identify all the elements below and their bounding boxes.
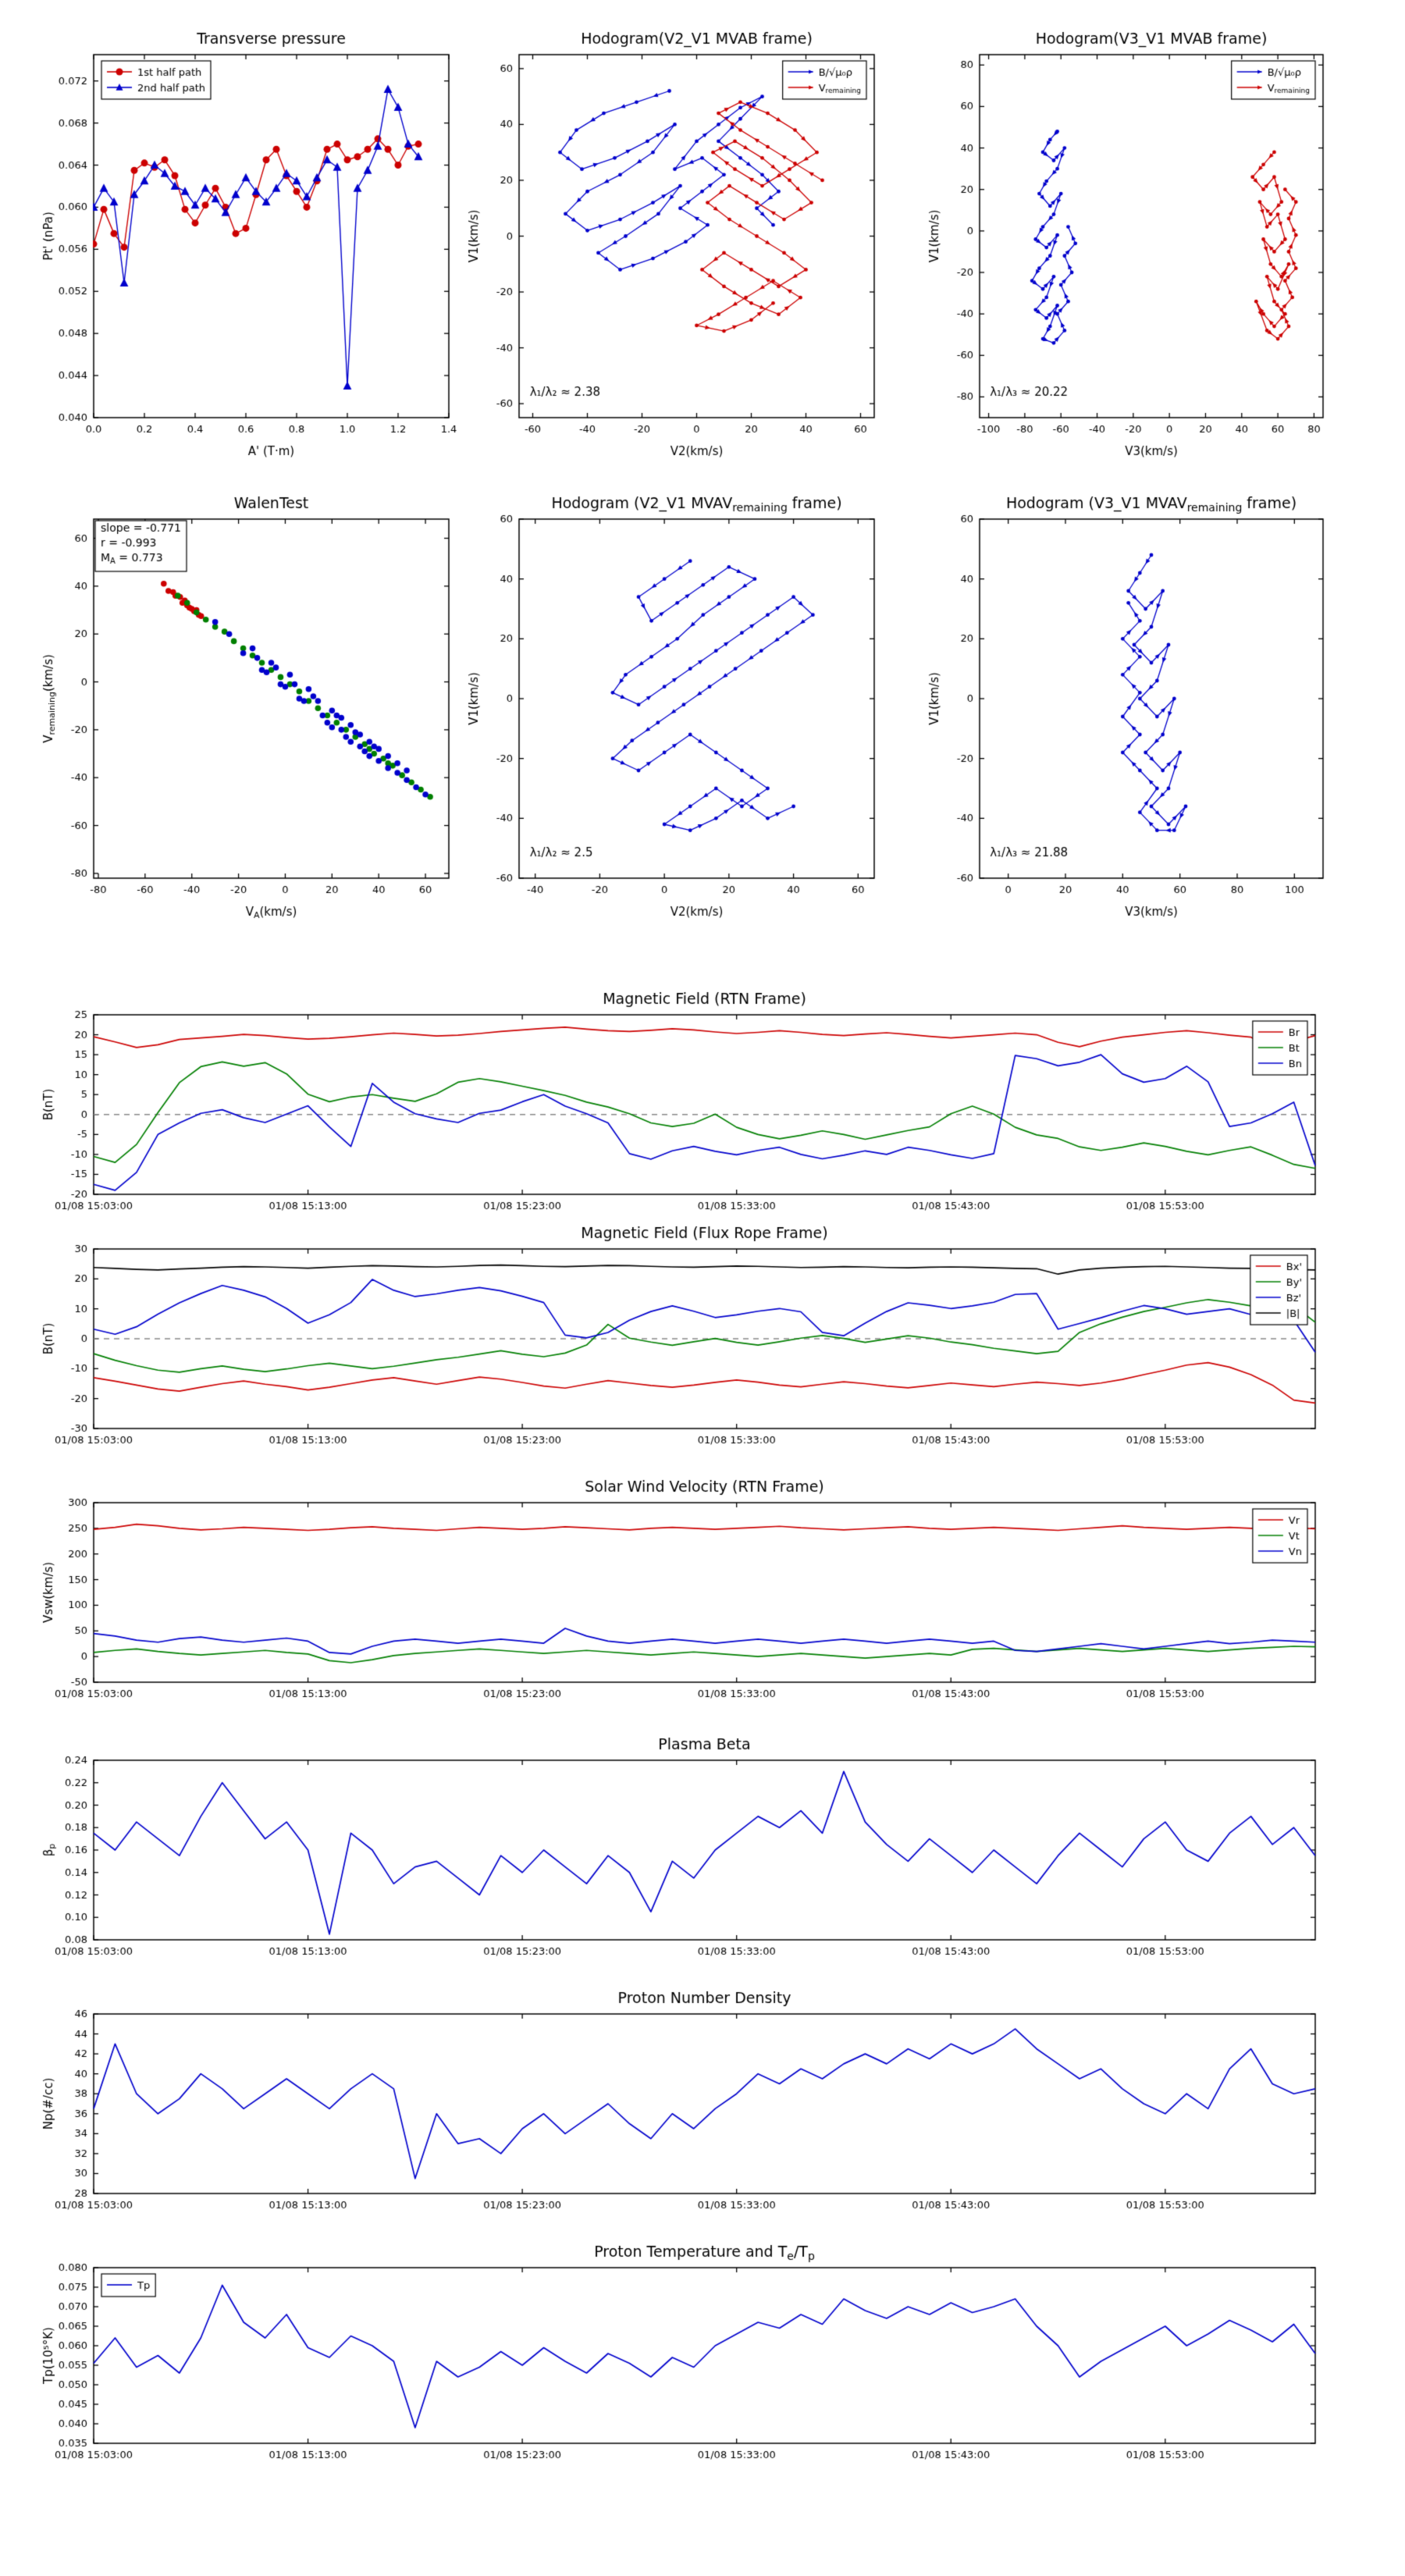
plot-plasma-beta — [27, 1727, 1327, 1971]
plot-hodogram-v2v1-mvav — [453, 482, 888, 928]
plot-hodogram-v2v1-mvab — [453, 17, 888, 468]
plot-hodogram-v3v1-mvav — [913, 482, 1337, 928]
plot-magnetic-field-rtn — [27, 982, 1327, 1226]
plot-magnetic-field-flux-rope — [27, 1216, 1327, 1460]
plot-solar-wind-velocity — [27, 1470, 1327, 1713]
plot-proton-temperature — [27, 2235, 1327, 2475]
plot-transverse-pressure — [27, 17, 463, 468]
plot-hodogram-v3v1-mvab — [913, 17, 1337, 468]
plot-proton-density — [27, 1981, 1327, 2225]
plot-walen-test — [27, 482, 463, 928]
